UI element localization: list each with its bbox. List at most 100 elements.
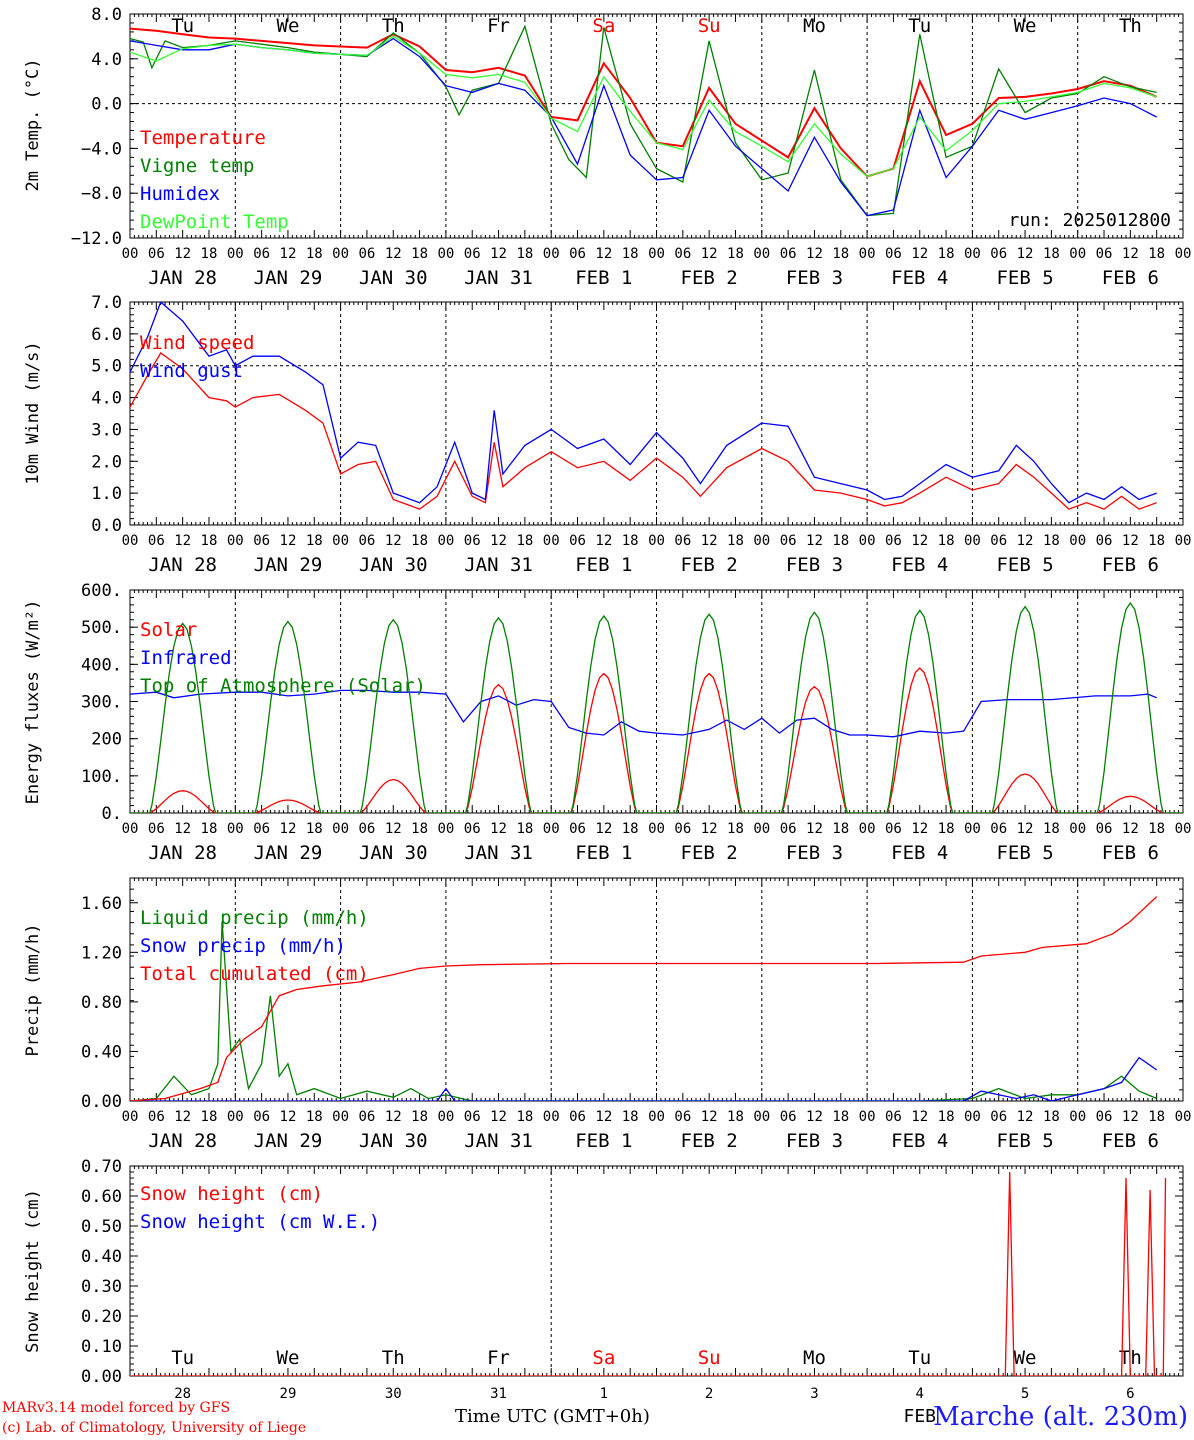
day-label: FEB 5	[996, 1130, 1053, 1152]
y-tick-label: 1.60	[81, 894, 122, 914]
hour-tick-label: 00	[332, 246, 349, 262]
hour-tick-label: 12	[385, 821, 402, 837]
hour-tick-label: 00	[227, 533, 244, 549]
legend-entry: Snow height (cm)	[140, 1183, 323, 1205]
series-line-liquid-precip-mm-h-	[130, 921, 1157, 1101]
hour-tick-label: 18	[727, 246, 744, 262]
series-line-snow-height-cm-	[130, 1171, 1167, 1376]
y-tick-label: 1.20	[81, 943, 122, 963]
hour-tick-label: 18	[516, 246, 533, 262]
weekday-label: Tu	[908, 15, 931, 37]
y-tick-label: 0.00	[81, 1092, 122, 1112]
hour-tick-label: 00	[227, 1109, 244, 1125]
series-group	[130, 601, 1183, 813]
hour-tick-label: 00	[227, 821, 244, 837]
y-axis-label: Precip (mm/h)	[23, 923, 43, 1056]
hour-tick-label: 00	[122, 821, 139, 837]
hour-tick-label: 00	[1175, 821, 1192, 837]
legend-entry: Top of Atmosphere (Solar)	[140, 675, 426, 697]
y-axis-label: Energy fluxes (W/m²)	[23, 600, 43, 805]
weekday-label: We	[277, 1347, 300, 1369]
hour-tick-label: 18	[727, 1109, 744, 1125]
hour-tick-label: 18	[938, 821, 955, 837]
hour-tick-label: 18	[1043, 533, 1060, 549]
legend-entry: Snow height (cm W.E.)	[140, 1211, 380, 1233]
hour-tick-label: 06	[569, 246, 586, 262]
hour-tick-label: 18	[201, 821, 218, 837]
y-tick-label: 0.20	[81, 1307, 122, 1327]
hour-tick-label: 00	[753, 533, 770, 549]
hour-tick-label: 12	[174, 821, 191, 837]
y-tick-label: 200	[91, 730, 122, 750]
hour-tick-label: 00	[122, 1109, 139, 1125]
y-tick-label: 4.0	[91, 50, 122, 70]
hour-tick-label: 00	[964, 821, 981, 837]
panel-3: 600. 500. 400. 300. 200 100. 0. Energy fluxes (…	[23, 581, 1191, 864]
hour-tick-label: 12	[385, 533, 402, 549]
hour-tick-label: 18	[516, 533, 533, 549]
day-label: FEB 5	[996, 554, 1053, 576]
weekday-label: Su	[698, 15, 721, 37]
y-tick-label: 2.0	[91, 452, 122, 472]
legend-entry: Temperature	[140, 127, 266, 149]
plot-frame	[129, 301, 1184, 526]
y-tick-label: 7.0	[91, 293, 122, 313]
hour-tick-label: 12	[280, 246, 297, 262]
hour-tick-label: 06	[674, 1109, 691, 1125]
hour-tick-label: 00	[753, 821, 770, 837]
hour-tick-label: 00	[332, 533, 349, 549]
hour-tick-label: 00	[1175, 533, 1192, 549]
weekday-label: Tu	[171, 15, 194, 37]
hour-tick-label: 18	[306, 533, 323, 549]
hour-tick-label: 06	[885, 1109, 902, 1125]
legend-entry: Total cumulated (cm)	[140, 963, 369, 985]
weekday-label: Th	[1119, 15, 1142, 37]
hour-tick-label: 00	[437, 1109, 454, 1125]
day-label: FEB 6	[1102, 842, 1159, 864]
y-tick-label: 400.	[81, 655, 122, 675]
series-line-wind-speed	[130, 352, 1157, 510]
day-label: JAN 29	[254, 554, 323, 576]
hour-tick-label: 00	[964, 246, 981, 262]
y-tick-label: −4.0	[81, 139, 122, 159]
weekday-label: We	[1014, 15, 1037, 37]
y-tick-label: 100.	[81, 767, 122, 787]
hour-tick-label: 18	[1148, 821, 1165, 837]
hour-tick-label: 06	[674, 246, 691, 262]
hour-tick-label: 00	[648, 1109, 665, 1125]
hour-tick-label: 06	[464, 1109, 481, 1125]
day-label: JAN 31	[464, 842, 533, 864]
panel-4: 1.60 1.20 0.80 0.40 0.00 Precip (mm/h) 00 06 12 1…	[23, 877, 1192, 1152]
y-tick-label: 0.60	[81, 1187, 122, 1207]
hour-tick-label: 12	[1122, 821, 1139, 837]
hour-tick-label: 18	[411, 533, 428, 549]
y-tick-label: 0.00	[81, 1367, 122, 1387]
hour-tick-label: 12	[490, 533, 507, 549]
hour-tick-label: 18	[622, 821, 639, 837]
day-label: FEB 3	[786, 1130, 843, 1152]
hour-tick-label: 00	[648, 246, 665, 262]
day-label: FEB 2	[681, 554, 738, 576]
station-label: Marche (alt. 230m)	[933, 1402, 1188, 1432]
hour-tick-label: 06	[885, 246, 902, 262]
hour-tick-label: 00	[1069, 821, 1086, 837]
y-tick-label: 0.40	[81, 1042, 122, 1062]
hour-tick-label: 18	[622, 1109, 639, 1125]
series-line-vigne-temp	[130, 24, 1157, 217]
hour-tick-label: 06	[674, 821, 691, 837]
hour-tick-label: 12	[1017, 246, 1034, 262]
day-label: FEB 3	[786, 842, 843, 864]
legend-entry: Humidex	[140, 183, 220, 205]
hour-tick-label: 18	[727, 533, 744, 549]
day-label: JAN 30	[359, 554, 428, 576]
hour-tick-label: 18	[938, 533, 955, 549]
hour-tick-label: 18	[1148, 533, 1165, 549]
weekday-label: Fr	[487, 1347, 510, 1369]
hour-tick-label: 06	[569, 1109, 586, 1125]
hour-tick-label: 12	[911, 1109, 928, 1125]
hour-tick-label: 12	[280, 533, 297, 549]
day-label: FEB 6	[1102, 1130, 1159, 1152]
hour-tick-label: 06	[148, 533, 165, 549]
hour-tick-label: 00	[1175, 1109, 1192, 1125]
